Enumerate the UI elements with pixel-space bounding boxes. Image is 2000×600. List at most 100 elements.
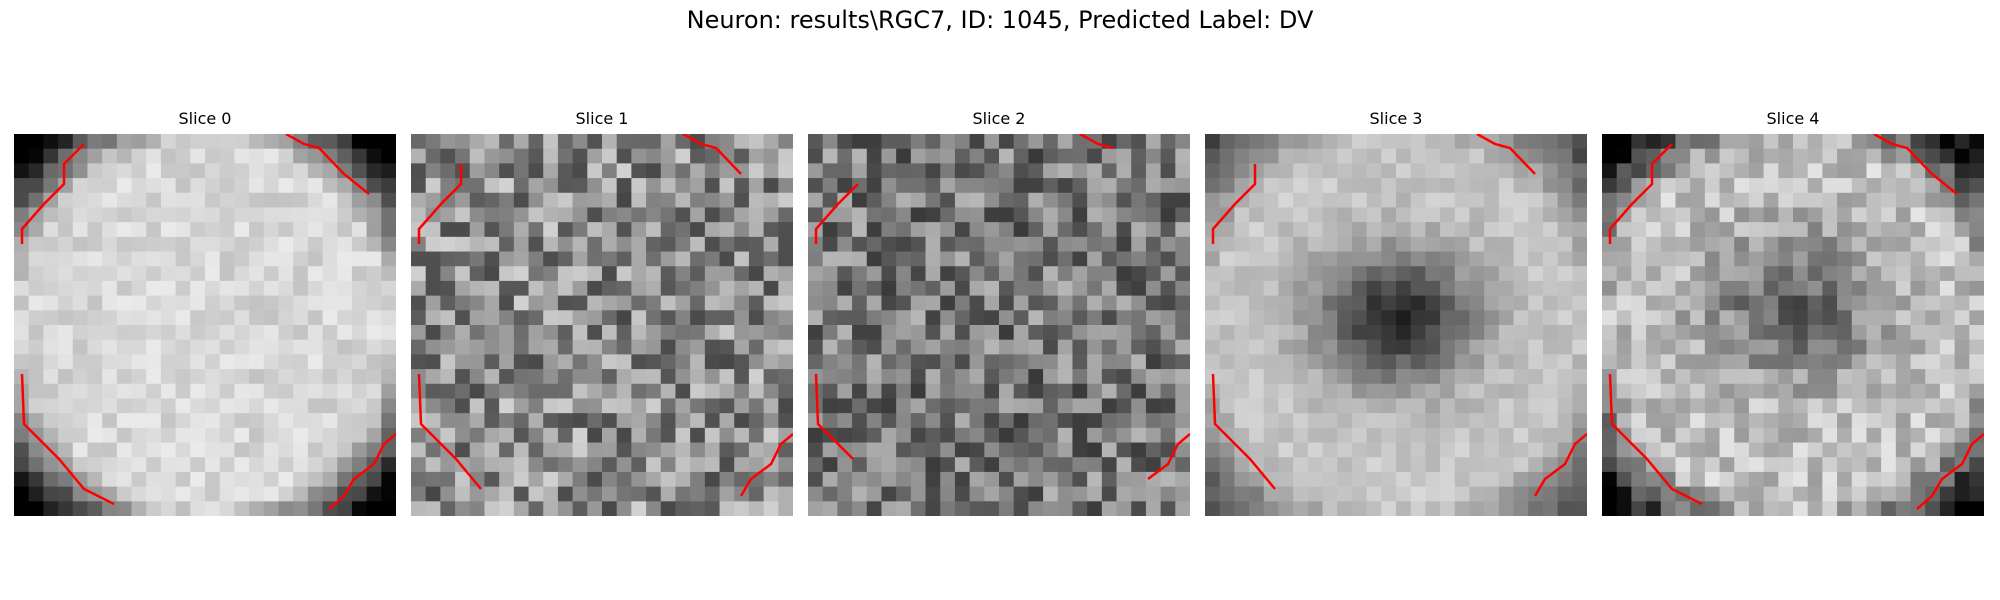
pixel xyxy=(293,295,309,311)
pixel xyxy=(1572,251,1587,267)
pixel xyxy=(263,413,280,429)
pixel xyxy=(910,207,927,223)
pixel xyxy=(455,339,471,355)
pixel xyxy=(234,339,250,355)
panel-slice-1: Slice 1 xyxy=(411,108,793,516)
pixel xyxy=(351,295,368,311)
pixel xyxy=(160,310,177,326)
pixel xyxy=(440,134,456,150)
contour-line xyxy=(1608,143,1673,244)
pixel xyxy=(175,339,191,355)
pixel xyxy=(1337,427,1353,444)
pixel xyxy=(160,501,177,516)
pixel xyxy=(1513,383,1529,400)
pixel xyxy=(616,222,632,238)
pixel xyxy=(1969,148,1984,164)
pixel xyxy=(1351,413,1368,429)
pixel xyxy=(602,148,618,164)
pixel xyxy=(704,383,721,400)
pixel xyxy=(1484,339,1500,355)
pixel xyxy=(660,354,677,370)
pixel xyxy=(1748,354,1765,370)
pixel xyxy=(896,486,912,502)
pixel xyxy=(1234,427,1250,444)
pixel xyxy=(351,339,368,355)
pixel xyxy=(1396,471,1412,488)
pixel xyxy=(1939,457,1956,473)
pixel xyxy=(1528,413,1544,429)
pixel xyxy=(1469,148,1485,164)
pixel xyxy=(557,222,574,238)
pixel xyxy=(366,427,382,444)
pixel xyxy=(1910,251,1926,267)
pixel xyxy=(72,501,89,516)
pixel xyxy=(72,280,89,297)
pixel xyxy=(1690,192,1706,209)
pixel xyxy=(660,148,677,164)
pixel xyxy=(1675,413,1691,429)
pixel xyxy=(704,442,721,458)
pixel xyxy=(1249,427,1265,444)
pixel xyxy=(43,134,59,150)
pixel xyxy=(1425,442,1441,458)
pixel xyxy=(808,501,824,516)
pixel xyxy=(219,398,235,414)
pixel xyxy=(1793,383,1809,400)
pixel xyxy=(234,413,250,429)
pixel xyxy=(469,207,486,223)
pixel xyxy=(307,295,324,311)
pixel xyxy=(484,471,500,488)
pixel xyxy=(1895,251,1912,267)
pixel xyxy=(1410,222,1426,238)
pixel xyxy=(1454,501,1471,516)
pixel xyxy=(1719,251,1735,267)
pixel xyxy=(660,280,677,297)
pixel xyxy=(778,413,793,429)
pixel xyxy=(969,192,985,209)
contour-line xyxy=(814,373,854,460)
pixel xyxy=(1293,339,1309,355)
pixel xyxy=(351,280,368,297)
pixel xyxy=(102,266,118,282)
pixel xyxy=(1925,266,1941,282)
panel-title: Slice 1 xyxy=(575,109,629,128)
pixel xyxy=(1028,207,1044,223)
pixel xyxy=(808,354,824,370)
pixel xyxy=(1116,134,1132,150)
pixel xyxy=(1925,178,1941,194)
pixel xyxy=(1837,192,1853,209)
pixel xyxy=(1748,295,1765,311)
pixel xyxy=(1660,310,1677,326)
pixel xyxy=(1366,163,1382,179)
pixel xyxy=(1175,501,1190,516)
pixel xyxy=(146,486,162,502)
pixel xyxy=(587,222,603,238)
pixel xyxy=(469,266,486,282)
pixel xyxy=(852,163,868,179)
pixel xyxy=(1028,354,1044,370)
pixel xyxy=(28,442,44,458)
pixel xyxy=(1498,222,1515,238)
pixel xyxy=(190,192,206,209)
pixel xyxy=(1602,163,1618,179)
pixel xyxy=(234,251,250,267)
pixel xyxy=(43,383,59,400)
pixel xyxy=(1528,501,1544,516)
pixel xyxy=(1646,207,1662,223)
pixel xyxy=(1646,134,1662,150)
pixel xyxy=(1793,163,1809,179)
pixel xyxy=(116,295,133,311)
pixel xyxy=(1660,295,1677,311)
pixel xyxy=(925,369,941,385)
pixel xyxy=(1278,295,1294,311)
pixel xyxy=(484,178,500,194)
pixel xyxy=(734,398,750,414)
pixel xyxy=(852,398,868,414)
pixel xyxy=(1969,442,1984,458)
pixel xyxy=(1498,295,1515,311)
pixel xyxy=(175,148,191,164)
pixel xyxy=(660,266,677,282)
pixel xyxy=(1646,236,1662,253)
pixel xyxy=(43,310,59,326)
pixel xyxy=(1013,471,1029,488)
